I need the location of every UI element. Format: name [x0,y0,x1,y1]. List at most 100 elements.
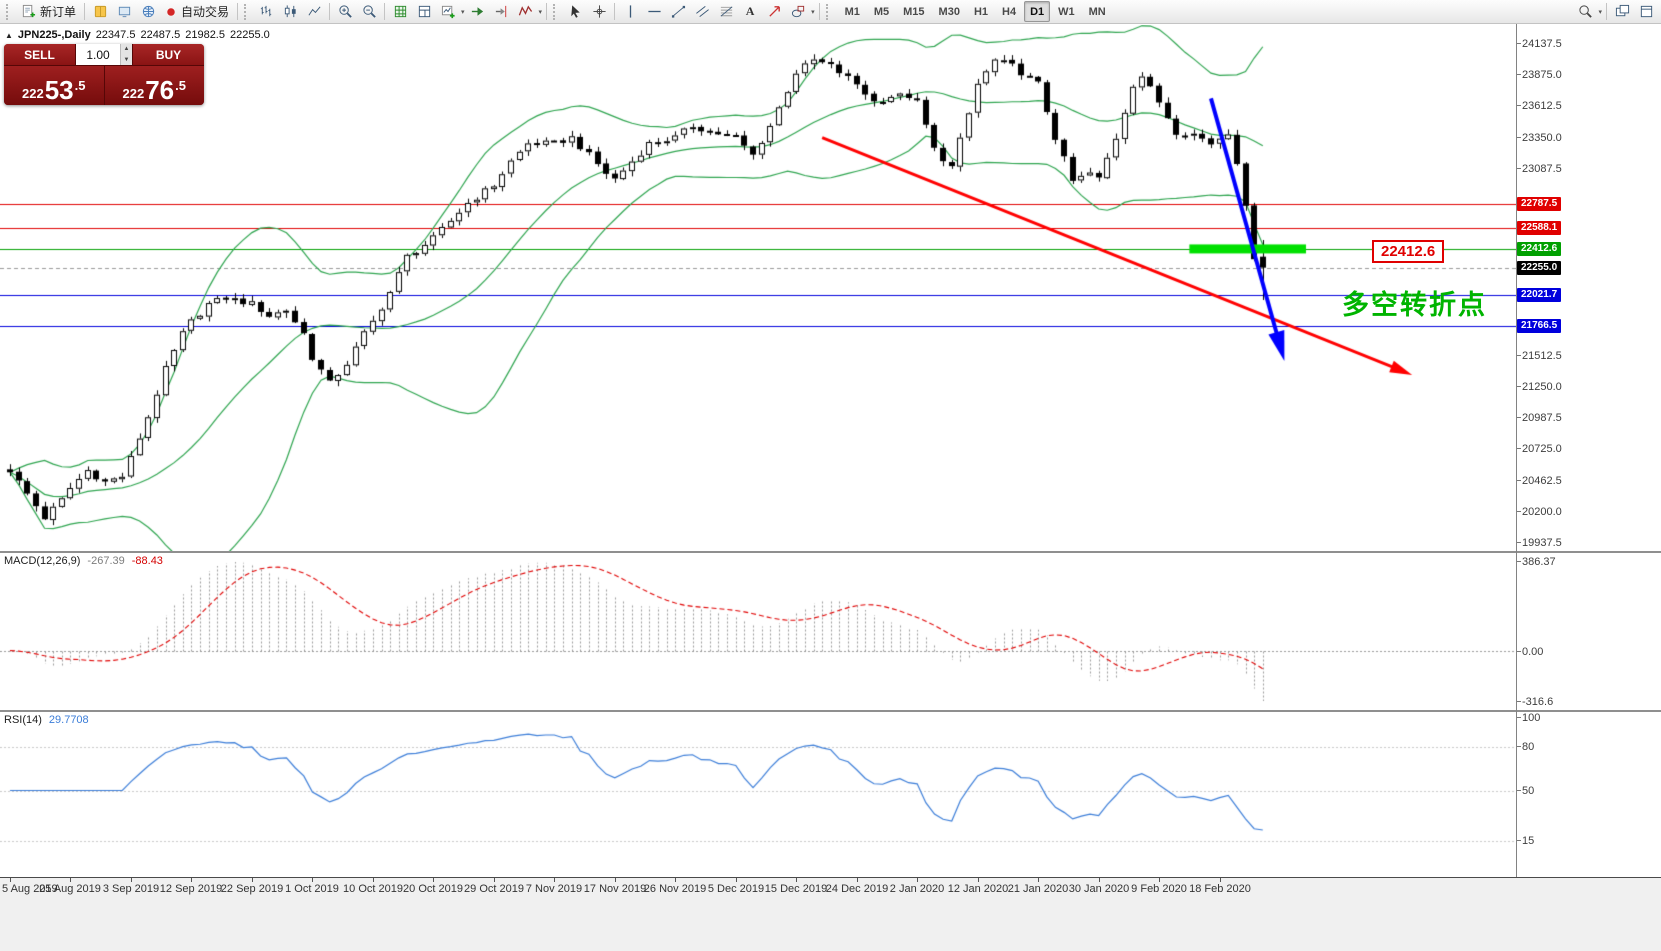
volume-box: ▲ ▼ [75,44,133,65]
grid-toggle-button[interactable] [388,1,412,23]
price-axis-label: 20987.5 [1517,412,1562,425]
date-axis[interactable]: 5 Aug 2019 25 Aug 2019 3 Sep 2019 12 Sep 20… [0,877,1661,900]
price-axis[interactable]: 24137.5 23875.0 23612.5 23350.0 23087.5 21512… [1516,25,1661,877]
date-label: 2 Jan 2020 [889,883,945,895]
date-label: 25 Aug 2019 [39,883,101,895]
cascade-windows-button[interactable] [1610,1,1634,23]
candlestick-mode-button[interactable] [278,1,302,23]
date-tick [131,878,132,882]
turning-point-text[interactable]: 多空转折点 [1342,290,1487,320]
price-tag-22588.1: 22588.1 [1517,221,1562,236]
timeframe-H4[interactable]: H4 [1002,5,1017,18]
auto-trading-stop-icon [167,7,175,16]
chart-shift-icon [495,5,507,18]
cursor-tool-button[interactable] [563,1,587,23]
rsi-panel-canvas[interactable] [0,712,1516,877]
bar-chart-mode-button[interactable] [254,1,278,23]
volume-input[interactable] [76,44,120,65]
price-axis-label: 23087.5 [1517,162,1562,175]
sell-button[interactable]: SELL [4,44,75,65]
date-label: 12 Jan 2020 [947,883,1009,895]
chevron-down-icon[interactable]: ▾ [811,8,815,16]
fibonacci-tool-button[interactable] [714,1,738,23]
toolbar-grip [244,3,251,20]
window-list-button[interactable] [1634,1,1658,23]
price-axis-label: 23350.0 [1517,131,1562,144]
new-chart-button[interactable] [436,1,460,23]
new-order-button[interactable]: 新订单 [16,1,81,23]
horizontal-line-tool-button[interactable] [642,1,666,23]
arrows-tool-button[interactable] [762,1,786,23]
date-label: 9 Feb 2020 [1131,883,1187,895]
auto-scroll-button[interactable] [466,1,490,23]
date-label: 7 Nov 2019 [525,883,583,895]
support-price-label[interactable]: 22412.6 [1372,240,1445,263]
price-tag-22412.6: 22412.6 [1517,241,1562,256]
timeframe-H1[interactable]: H1 [973,5,989,18]
chevron-down-icon[interactable]: ▾ [1598,8,1602,16]
sell-price-button[interactable]: 222 53 .5 [4,66,104,105]
price-tag-21766.5: 21766.5 [1517,318,1562,333]
toolbar-grip [553,3,560,20]
macd-label: MACD(12,26,9) -267.39 -88.43 [4,555,163,567]
tile-windows-button[interactable] [412,1,436,23]
macd-panel-canvas[interactable] [0,553,1516,710]
collapse-icon[interactable]: ▲ [5,30,13,40]
date-tick [312,878,313,882]
channel-tool-button[interactable] [690,1,714,23]
shapes-tool-button[interactable] [786,1,810,23]
timeframe-W1[interactable]: W1 [1058,5,1075,18]
separator [384,3,386,20]
separator [329,3,331,20]
buy-label: BUY [155,47,182,62]
zoom-in-button[interactable] [333,1,357,23]
buy-button[interactable]: BUY [133,44,204,65]
timeframe-M1[interactable]: M1 [844,5,860,18]
timeframe-D1[interactable]: D1 [1024,1,1051,22]
date-label: 29 Oct 2019 [464,883,524,895]
cursor-icon [570,5,580,18]
trendline-tool-button[interactable] [666,1,690,23]
indicators-button[interactable] [514,1,538,23]
timeframe-M15[interactable]: M15 [903,5,925,18]
chevron-down-icon[interactable]: ▾ [538,8,543,16]
volume-decrease-button[interactable]: ▼ [123,56,130,63]
text-tool-button[interactable]: A [738,1,762,23]
chevron-down-icon[interactable]: ▾ [461,8,465,16]
volume-increase-button[interactable]: ▲ [123,46,130,53]
vertical-line-tool-button[interactable] [618,1,642,23]
chart-shift-button[interactable] [490,1,514,23]
panel-splitter[interactable] [0,551,1661,553]
buy-price-button[interactable]: 222 76 .5 [103,66,204,105]
new-chart-icon [441,5,455,19]
history-center-button[interactable] [88,1,112,23]
zoom-out-button[interactable] [357,1,381,23]
window-list-icon [1640,5,1652,18]
bar-chart-icon [260,5,271,17]
crosshair-tool-button[interactable] [587,1,611,23]
toolbar-grip [6,3,13,20]
timeframe-M30[interactable]: M30 [938,5,960,18]
macd-axis-label: 0.00 [1516,645,1544,658]
search-button[interactable] [1573,1,1597,23]
sell-price-big-digits: 53 [44,74,74,105]
auto-trading-button[interactable]: 自动交易 [160,1,234,23]
date-tick [796,878,797,882]
ohlc-open: 22347.5 [95,29,136,41]
web-trading-button[interactable] [136,1,160,23]
line-chart-mode-button[interactable] [302,1,326,23]
sell-price-prefix: 222 [22,85,44,101]
date-label: 5 Dec 2019 [707,883,765,895]
date-label: 18 Feb 2020 [1189,883,1251,895]
timeframe-MN[interactable]: MN [1088,5,1106,18]
date-tick [373,878,374,882]
date-tick [978,878,979,882]
main-chart-canvas[interactable] [0,25,1516,551]
date-tick [10,878,11,882]
rsi-name: RSI(14) [4,714,42,726]
terminal-button[interactable] [112,1,136,23]
auto-trading-label: 自动交易 [181,5,230,19]
panel-splitter[interactable] [0,710,1661,712]
timeframe-M5[interactable]: M5 [873,5,890,18]
zoom-in-icon [338,5,352,18]
